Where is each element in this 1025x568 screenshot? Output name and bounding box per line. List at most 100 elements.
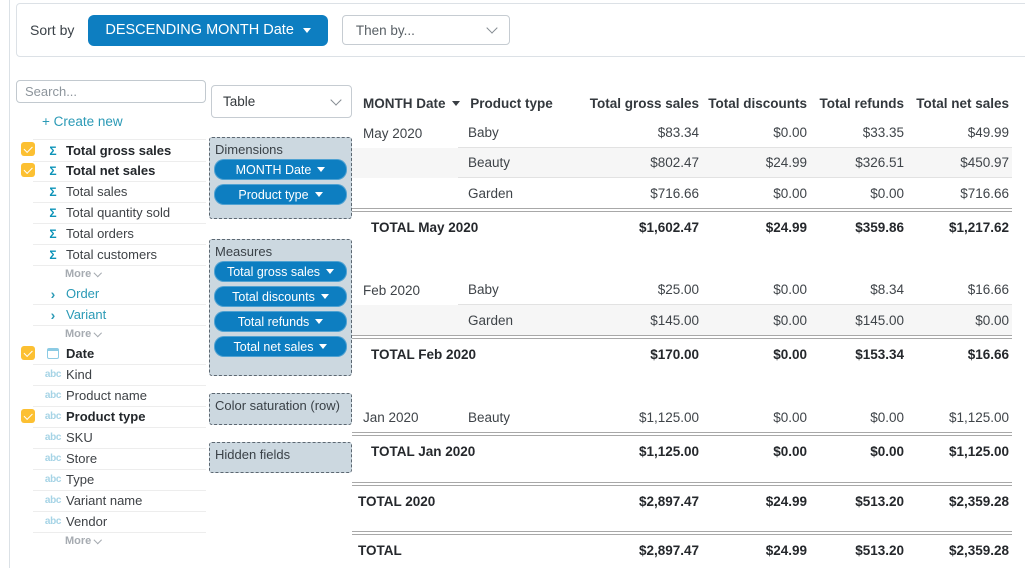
cell-value: $145.00 bbox=[565, 305, 702, 335]
zone-measures[interactable]: MeasuresTotal gross sales Total discounts… bbox=[209, 239, 352, 376]
checked-checkbox[interactable] bbox=[21, 409, 35, 423]
sort-primary-label: DESCENDING MONTH Date bbox=[105, 22, 294, 38]
zone-hidden-fields[interactable]: Hidden fields bbox=[209, 442, 352, 473]
sigma-icon: Σ bbox=[44, 164, 62, 178]
group-item-variant[interactable]: ›Variant bbox=[16, 304, 206, 325]
search-input[interactable] bbox=[16, 80, 206, 103]
field-item-date[interactable]: Date bbox=[16, 343, 206, 364]
chevron-down-icon bbox=[94, 329, 102, 337]
pill-month-date[interactable]: MONTH Date bbox=[214, 159, 347, 180]
abc-icon: abc bbox=[44, 474, 62, 485]
abc-icon: abc bbox=[44, 495, 62, 506]
field-label: Total gross sales bbox=[66, 143, 171, 158]
table-total-row: TOTAL Feb 2020$170.00$0.00$153.34$16.66 bbox=[352, 339, 1012, 369]
field-item-total-sales[interactable]: ΣTotal sales bbox=[16, 181, 206, 202]
cell-value: $2,897.47 bbox=[565, 535, 702, 565]
field-label: Order bbox=[66, 286, 99, 301]
more-link[interactable]: More bbox=[16, 265, 206, 283]
more-label: More bbox=[65, 268, 91, 280]
sort-bar: Sort by DESCENDING MONTH Date Then by... bbox=[16, 3, 1025, 57]
col-header-total-net-sales[interactable]: Total net sales bbox=[907, 88, 1012, 118]
col-header-total-gross-sales[interactable]: Total gross sales bbox=[565, 88, 702, 118]
cell-total-label: TOTAL bbox=[352, 535, 458, 565]
field-item-total-orders[interactable]: Σ Total orders bbox=[16, 223, 206, 244]
calendar-icon bbox=[47, 348, 59, 359]
sigma-icon: Σ bbox=[44, 206, 62, 220]
field-item-type[interactable]: abcType bbox=[16, 469, 206, 490]
create-new-link[interactable]: + Create new bbox=[42, 114, 206, 129]
cell-value: $1,125.00 bbox=[565, 402, 702, 432]
view-type-select[interactable]: Table bbox=[211, 85, 352, 118]
field-item-kind[interactable]: abcKind bbox=[16, 364, 206, 385]
field-label: Product type bbox=[66, 409, 145, 424]
col-header-month-date[interactable]: MONTH Date bbox=[352, 88, 458, 118]
col-header-total-discounts[interactable]: Total discounts bbox=[702, 88, 810, 118]
sigma-icon: Σ bbox=[44, 144, 62, 158]
cell-value: $1,217.62 bbox=[907, 212, 1012, 242]
pill-product-type[interactable]: Product type bbox=[214, 184, 347, 205]
cell-value: $1,125.00 bbox=[907, 402, 1012, 432]
pill-label: Total discounts bbox=[232, 290, 315, 304]
then-by-placeholder: Then by... bbox=[356, 23, 415, 38]
caret-down-icon bbox=[315, 319, 323, 324]
col-header-product-type[interactable]: Product type bbox=[458, 88, 565, 118]
view-type-value: Table bbox=[223, 94, 255, 109]
table-total-row: TOTAL May 2020$1,602.47$24.99$359.86$1,2… bbox=[352, 212, 1012, 242]
checked-checkbox[interactable] bbox=[21, 346, 35, 360]
cell-month: May 2020 bbox=[352, 118, 458, 148]
cell-value: $450.97 bbox=[907, 148, 1012, 178]
pill-label: Product type bbox=[238, 188, 308, 202]
field-item-total-gross-sales[interactable]: Σ Total gross sales bbox=[16, 139, 206, 160]
zone-title: Color saturation (row) bbox=[213, 395, 348, 415]
table-grand-total-row: TOTAL 2020$2,897.47$24.99$513.20$2,359.2… bbox=[352, 486, 1012, 516]
field-item-total-customers[interactable]: ΣTotal customers bbox=[16, 244, 206, 265]
caret-down-icon bbox=[326, 269, 334, 274]
field-item-variant-name[interactable]: abcVariant name bbox=[16, 490, 206, 511]
pill-total-refunds[interactable]: Total refunds bbox=[214, 311, 347, 332]
cell-value: $2,359.28 bbox=[907, 486, 1012, 516]
field-item-product-name[interactable]: abcProduct name bbox=[16, 385, 206, 406]
checked-checkbox[interactable] bbox=[21, 163, 35, 177]
cell-month bbox=[352, 305, 458, 335]
sigma-icon: Σ bbox=[44, 227, 62, 241]
pill-total-gross-sales[interactable]: Total gross sales bbox=[214, 261, 347, 282]
pill-total-discounts[interactable]: Total discounts bbox=[214, 286, 347, 307]
zone-title: Measures bbox=[213, 241, 348, 261]
field-item-total-quantity-sold[interactable]: ΣTotal quantity sold bbox=[16, 202, 206, 223]
field-item-total-net-sales[interactable]: ΣTotal net sales bbox=[16, 160, 206, 181]
cell-value: $0.00 bbox=[702, 436, 810, 466]
then-by-select[interactable]: Then by... bbox=[342, 15, 510, 45]
cell-value: $0.00 bbox=[702, 118, 810, 148]
sort-primary-button[interactable]: DESCENDING MONTH Date bbox=[88, 15, 328, 46]
zone-color-saturation-row[interactable]: Color saturation (row) bbox=[209, 393, 352, 425]
field-label: Total customers bbox=[66, 247, 157, 262]
cell-value: $145.00 bbox=[810, 305, 907, 335]
field-label: Kind bbox=[66, 367, 92, 382]
cell-month: Jan 2020 bbox=[352, 402, 458, 432]
field-item-vendor[interactable]: abcVendor bbox=[16, 511, 206, 532]
table-total-row: TOTAL Jan 2020$1,125.00$0.00$0.00$1,125.… bbox=[352, 436, 1012, 466]
checked-checkbox[interactable] bbox=[21, 142, 35, 156]
cell-value: $359.86 bbox=[810, 212, 907, 242]
zone-dimensions[interactable]: DimensionsMONTH DateProduct type bbox=[209, 137, 352, 219]
field-item-store[interactable]: abcStore bbox=[16, 448, 206, 469]
col-header-total-refunds[interactable]: Total refunds bbox=[810, 88, 907, 118]
caret-down-icon bbox=[315, 192, 323, 197]
fields-sidebar: + Create new Σ Total gross sales ΣTotal ne… bbox=[16, 80, 206, 550]
cell-value: $16.66 bbox=[907, 275, 1012, 305]
more-label: More bbox=[65, 535, 91, 547]
panel-divider bbox=[9, 0, 10, 568]
table-row: Feb 2020Baby$25.00$0.00$8.34$16.66 bbox=[352, 275, 1012, 305]
cell-month: Feb 2020 bbox=[352, 275, 458, 305]
field-item-sku[interactable]: abcSKU bbox=[16, 427, 206, 448]
pill-total-net-sales[interactable]: Total net sales bbox=[214, 336, 347, 357]
zones-container: DimensionsMONTH DateProduct typeMeasures… bbox=[209, 137, 352, 473]
more-link[interactable]: More bbox=[16, 532, 206, 550]
group-item-order[interactable]: ›Order bbox=[16, 283, 206, 304]
more-link[interactable]: More bbox=[16, 325, 206, 343]
field-label: Total orders bbox=[66, 226, 134, 241]
cell-total-label: TOTAL 2020 bbox=[352, 486, 458, 516]
cell-value: $716.66 bbox=[907, 178, 1012, 208]
field-item-product-type[interactable]: abcProduct type bbox=[16, 406, 206, 427]
abc-icon: abc bbox=[44, 453, 62, 464]
